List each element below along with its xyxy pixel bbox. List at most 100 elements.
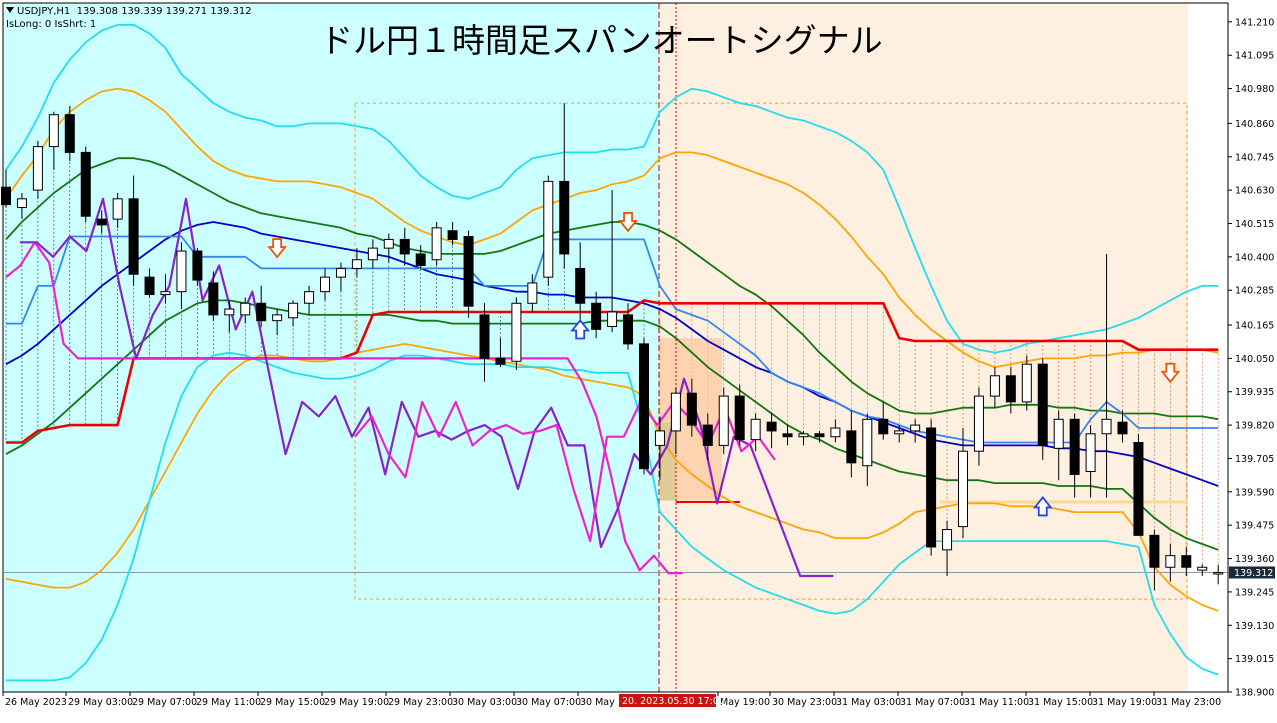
candle-body <box>623 314 634 345</box>
candle-body <box>862 418 873 467</box>
collapse-triangle-icon[interactable] <box>6 7 14 13</box>
candle-body <box>958 450 968 528</box>
time-tick-label: 29 May 07:00 <box>132 697 197 708</box>
candle-body <box>607 311 618 327</box>
candle-body <box>431 227 442 261</box>
price-tick-label: 140.745 <box>1235 152 1274 163</box>
price-tick-label: 140.515 <box>1235 219 1274 230</box>
price-axis-bg <box>1229 0 1277 719</box>
candle-body <box>894 430 905 435</box>
cursor-time-tag <box>619 694 716 707</box>
candle-body <box>910 424 921 432</box>
indicator-line-9 <box>5 241 683 575</box>
price-tick-label: 139.360 <box>1235 554 1274 565</box>
buy-signal-arrow-icon <box>1032 495 1053 517</box>
candle-body <box>718 395 729 446</box>
time-tick-label: 30 May 23:00 <box>772 697 837 708</box>
candle-body <box>1149 534 1160 568</box>
candle-body <box>495 357 506 365</box>
candle-body <box>240 302 251 316</box>
price-tick-label: 139.935 <box>1235 387 1274 398</box>
price-tick-label: 139.590 <box>1235 487 1274 498</box>
price-tick-label: 139.245 <box>1235 587 1274 598</box>
price-tick-label: 138.900 <box>1235 688 1274 699</box>
indicator-line-0 <box>5 23 1219 354</box>
signal-status: IsLong: 0 IsShrt: 1 <box>6 19 97 30</box>
cursor-time-label: 20. 2023.05.30 17:00 <box>622 696 725 707</box>
candle-body <box>383 238 394 249</box>
candle-body <box>1165 555 1176 568</box>
candle-body <box>256 302 267 322</box>
candle-body <box>1133 442 1144 536</box>
candle-body <box>176 250 187 293</box>
candle-body <box>1181 555 1192 568</box>
price-tick-label: 140.400 <box>1235 252 1274 263</box>
price-tick-label: 141.210 <box>1235 17 1274 28</box>
candle-body <box>160 291 171 296</box>
time-tick-label: May 19:00 <box>720 697 770 708</box>
candle-body <box>591 302 602 330</box>
chart-title: ドル円１時間足スパンオートシグナル <box>320 21 883 60</box>
background-margin <box>1188 3 1228 692</box>
time-tick-label: 31 May 07:00 <box>900 697 965 708</box>
time-tick-label: 30 May 03:00 <box>452 697 517 708</box>
candle-body <box>766 421 777 432</box>
price-tick-label: 140.165 <box>1235 321 1274 332</box>
candle-body <box>224 308 235 316</box>
candle-body <box>288 302 299 319</box>
candle-body <box>830 427 841 438</box>
candle-body <box>272 314 283 322</box>
background-left <box>3 3 660 692</box>
candle-body <box>702 424 713 446</box>
candle-body <box>351 259 362 269</box>
candle-body <box>1053 418 1064 449</box>
candle-body <box>654 430 665 446</box>
candle-body <box>1069 418 1080 475</box>
candle-body <box>80 151 91 217</box>
candle-body <box>112 198 123 220</box>
signal-range-box <box>354 102 1188 600</box>
price-tick-label: 140.050 <box>1235 354 1274 365</box>
candle-body <box>750 418 761 441</box>
sell-signal-arrow-icon <box>1160 362 1181 384</box>
candle-body <box>527 282 538 304</box>
price-tick-label: 140.860 <box>1235 119 1274 130</box>
candle-body <box>511 302 522 362</box>
candle-body <box>1021 363 1032 403</box>
ohlc-values: 139.308 139.339 139.271 139.312 <box>76 6 252 17</box>
candle-body <box>192 250 203 281</box>
candle-body <box>304 291 315 304</box>
candle-body <box>1117 421 1128 435</box>
candle-body <box>1085 433 1096 473</box>
indicator-line-5 <box>5 342 1219 612</box>
price-tick-label: 140.285 <box>1235 286 1274 297</box>
candle-body <box>926 427 937 548</box>
price-tick-label: 139.820 <box>1235 421 1274 432</box>
candle-body <box>559 180 570 255</box>
candle-body <box>415 253 426 267</box>
time-tick-label: 29 May 19:00 <box>324 697 389 708</box>
price-tick-label: 141.095 <box>1235 51 1274 62</box>
time-tick-label: 31 May 23:00 <box>1156 697 1221 708</box>
candle-body <box>639 343 649 470</box>
buy-signal-arrow-icon <box>570 319 591 340</box>
candle-body <box>846 430 857 464</box>
candle-body <box>878 418 889 435</box>
time-tick-label: 31 May 19:00 <box>1092 697 1157 708</box>
indicator-line-1 <box>5 87 1219 369</box>
candle-body <box>989 375 1000 397</box>
candle-body <box>1197 566 1208 571</box>
candle-body <box>64 114 75 153</box>
candle-body <box>96 218 107 226</box>
candle-body <box>463 236 474 307</box>
time-tick-label: 26 May 2023 <box>5 697 67 708</box>
candle-body <box>479 314 490 359</box>
candle-body <box>208 282 219 316</box>
candle-body <box>367 247 378 261</box>
candle-body <box>1213 571 1224 575</box>
candle-body <box>798 433 809 438</box>
ohlc-readout: USDJPY,H1 139.308 139.339 139.271 139.31… <box>6 6 252 17</box>
price-tick-label: 140.630 <box>1235 186 1274 197</box>
